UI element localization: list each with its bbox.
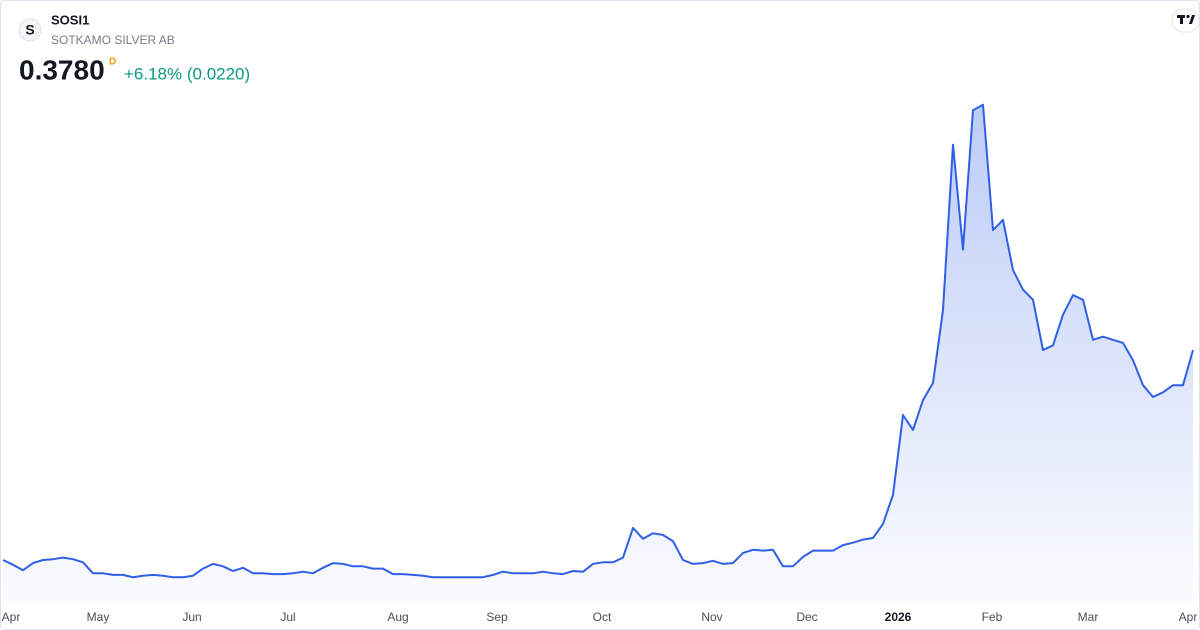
x-tick-label: Nov	[701, 610, 722, 624]
x-tick-label: Feb	[982, 610, 1003, 624]
x-tick-label: Apr	[2, 610, 21, 624]
tv-logo[interactable]	[1171, 8, 1200, 33]
x-tick-label: Mar	[1078, 610, 1099, 624]
logo-letter: S	[25, 22, 34, 38]
price-line	[2, 103, 1194, 579]
x-tick-label: Jun	[182, 610, 201, 624]
x-tick-label: Jul	[280, 610, 295, 624]
symbol[interactable]: SOSI1	[51, 12, 89, 27]
x-tick-label: Aug	[387, 610, 408, 624]
logo-badge	[18, 18, 42, 42]
x-tick-label: Dec	[796, 610, 817, 624]
x-tick-label: Apr	[1179, 610, 1198, 624]
price: 0.3780	[19, 54, 105, 85]
price-change: +6.18% (0.0220)	[124, 64, 250, 83]
company-name: SOTKAMO SILVER AB	[51, 33, 175, 47]
x-tick-label: Sep	[486, 610, 508, 624]
x-tick-label: 2026	[885, 610, 912, 624]
interval-flag: D	[109, 57, 116, 68]
area-fill	[3, 104, 1193, 604]
x-tick-label: May	[87, 610, 110, 624]
x-tick-label: Oct	[593, 610, 612, 624]
